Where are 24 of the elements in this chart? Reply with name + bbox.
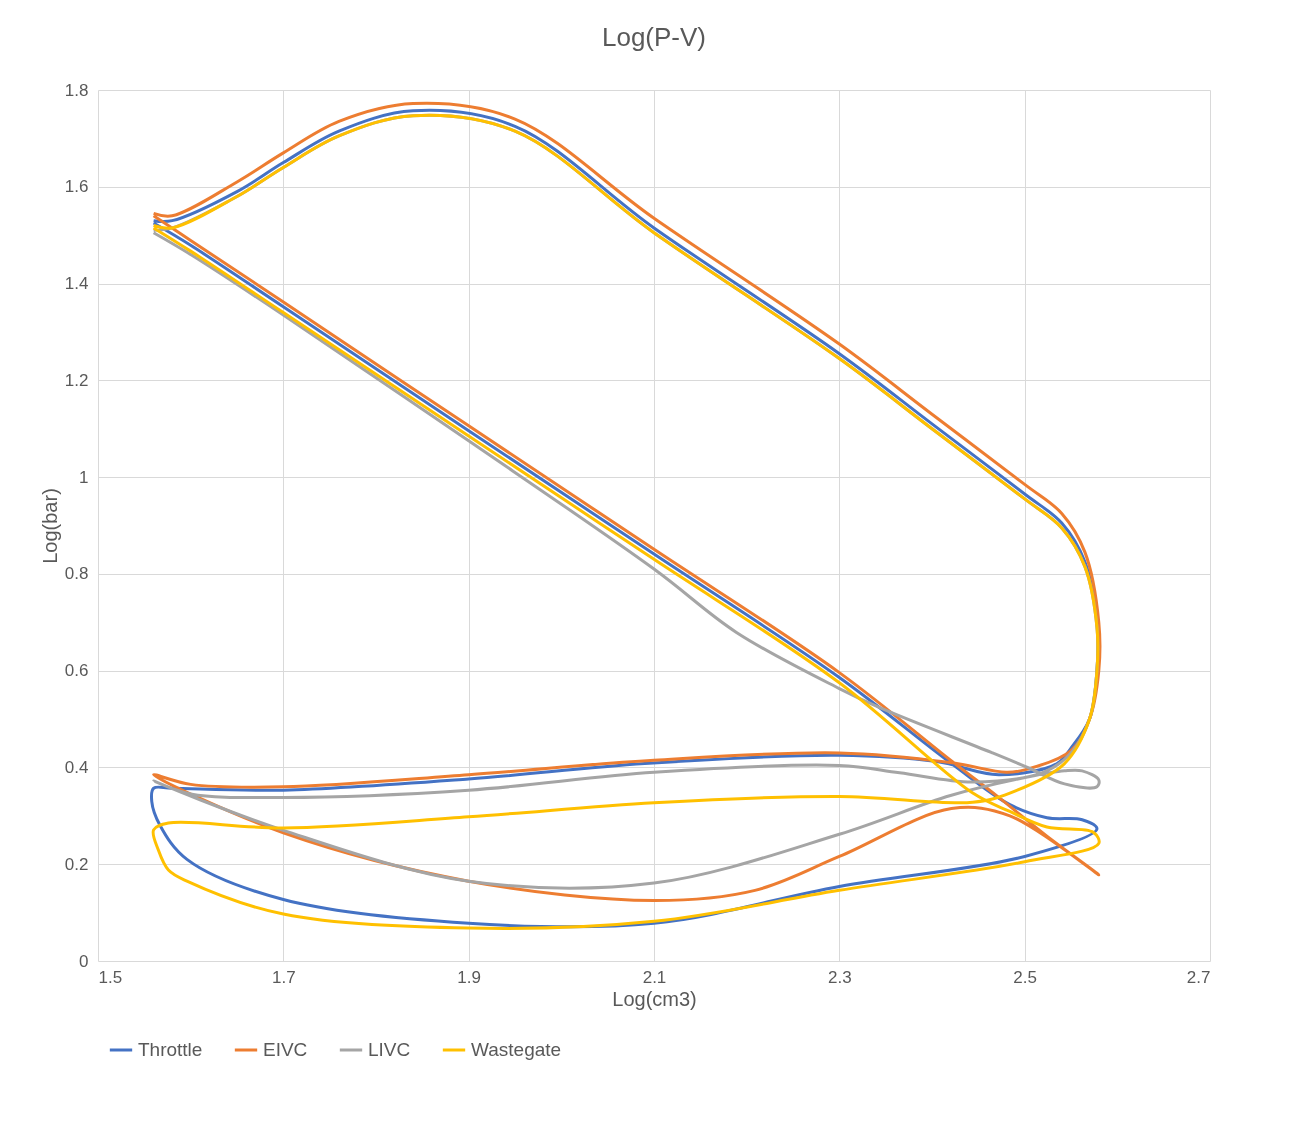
y-axis-title: Log(bar)	[38, 488, 61, 564]
y-tick-label: 1.6	[64, 177, 89, 197]
x-tick-label: 2.7	[1186, 967, 1211, 987]
y-tick-label: 0.4	[64, 757, 89, 777]
x-tick-label: 1.9	[457, 967, 481, 987]
legend-label: Throttle	[138, 1039, 203, 1060]
legend-label: EIVC	[263, 1039, 308, 1060]
y-tick-label: 0.2	[64, 854, 89, 874]
y-tick-label: 0.6	[64, 661, 89, 681]
y-tick-label: 1.4	[64, 274, 89, 294]
legend-label: LIVC	[368, 1039, 411, 1060]
x-tick-label: 1.5	[98, 967, 123, 987]
y-tick-label: 0.8	[64, 564, 89, 584]
y-tick-label: 1.8	[64, 80, 89, 100]
y-tick-label: 1	[79, 467, 89, 487]
x-tick-label: 2.1	[642, 967, 667, 987]
x-axis-title: Log(cm3)	[612, 987, 697, 1010]
x-tick-label: 1.7	[272, 967, 296, 987]
x-tick-label: 2.5	[1013, 967, 1037, 987]
legend-label: Wastegate	[471, 1039, 562, 1060]
y-tick-label: 1.2	[64, 370, 89, 390]
y-tick-label: 0	[79, 951, 89, 971]
chart-title: Log(P-V)	[601, 22, 707, 52]
x-tick-label: 2.3	[828, 967, 852, 987]
